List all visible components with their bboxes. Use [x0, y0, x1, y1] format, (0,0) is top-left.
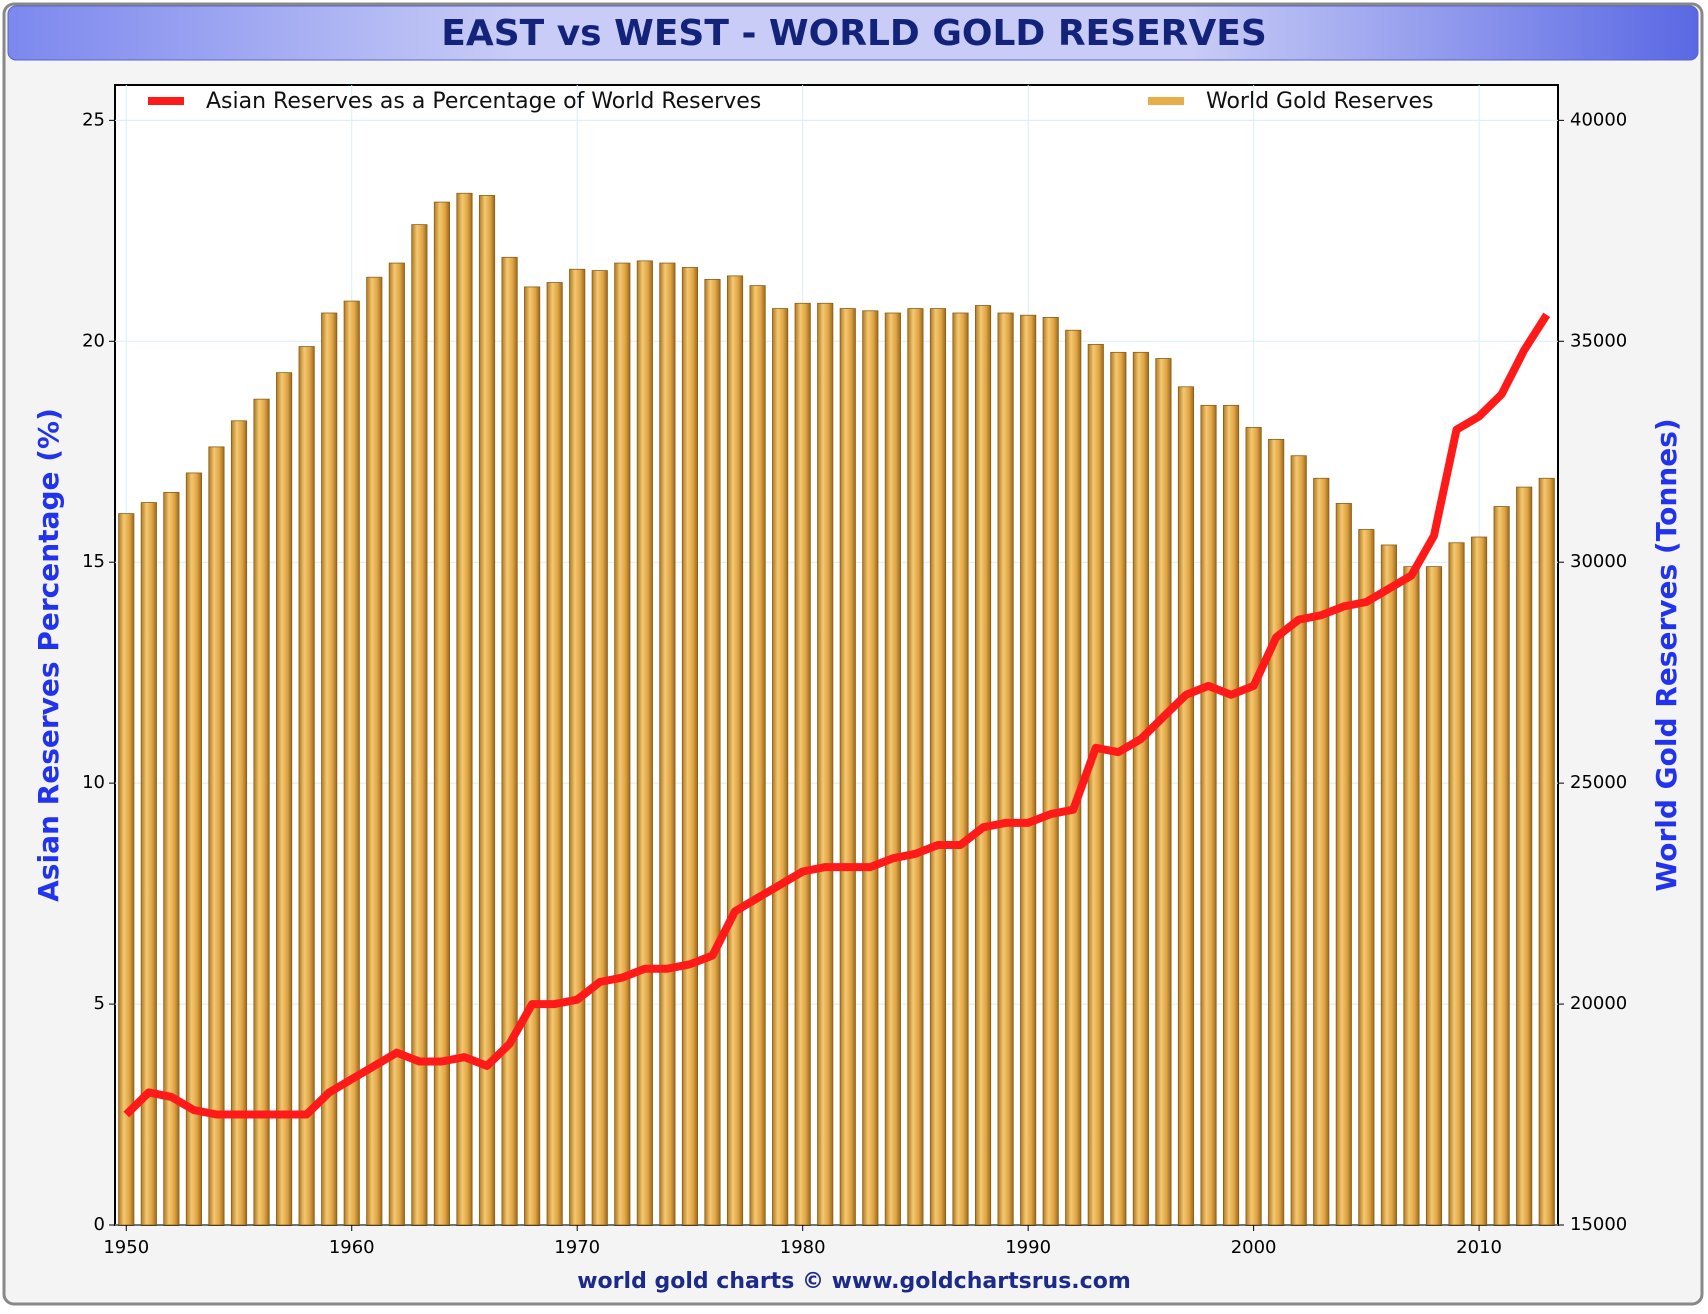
- bar: [501, 256, 518, 1226]
- y2-tick-label: 40000: [1570, 109, 1627, 130]
- x-tick-label: 1950: [103, 1237, 149, 1258]
- bar: [1448, 542, 1465, 1226]
- legend-label: World Gold Reserves: [1206, 89, 1434, 114]
- bar: [1538, 477, 1555, 1226]
- bar: [659, 262, 676, 1226]
- y2-axis-label: World Gold Reserves (Tonnes): [1650, 418, 1683, 891]
- bar: [1335, 503, 1352, 1226]
- bar: [478, 195, 496, 1226]
- bar: [1065, 329, 1082, 1226]
- bar: [276, 372, 293, 1226]
- bar: [1313, 477, 1330, 1226]
- bar: [929, 308, 947, 1226]
- line: [123, 312, 1551, 1119]
- y-tick-label: 5: [94, 993, 105, 1014]
- bar: [952, 312, 969, 1226]
- bar: [1223, 404, 1240, 1226]
- x-tick-label: 1970: [554, 1237, 600, 1258]
- bar: [614, 262, 631, 1226]
- bar: [140, 502, 157, 1226]
- bar: [1177, 386, 1195, 1226]
- bar: [1493, 506, 1510, 1226]
- bar: [546, 282, 563, 1226]
- bar: [907, 308, 924, 1226]
- title-bar: [7, 5, 1699, 61]
- bar: [1268, 438, 1285, 1226]
- bar: [388, 262, 405, 1226]
- bar: [681, 267, 699, 1226]
- x-tick-label: 1980: [780, 1237, 826, 1258]
- bar: [1403, 566, 1420, 1226]
- y2-tick-label: 25000: [1570, 772, 1627, 793]
- bar: [1087, 343, 1104, 1226]
- bar: [997, 312, 1014, 1226]
- bar: [208, 446, 225, 1226]
- bar: [794, 302, 811, 1226]
- chart-title: EAST vs WEST - WORLD GOLD RESERVES: [441, 13, 1267, 54]
- bar: [163, 491, 180, 1226]
- bar: [839, 308, 856, 1226]
- legend-label: Asian Reserves as a Percentage of World …: [206, 89, 761, 114]
- bar: [726, 275, 744, 1226]
- bar: [118, 513, 135, 1226]
- bar: [1245, 427, 1262, 1226]
- y-axis-label: Asian Reserves Percentage (%): [32, 408, 65, 902]
- y2-tick-label: 35000: [1570, 330, 1627, 351]
- legend-swatch: [148, 97, 184, 105]
- bar: [185, 472, 202, 1226]
- bar: [321, 312, 338, 1226]
- bar: [1132, 351, 1149, 1226]
- bar: [704, 279, 721, 1226]
- legend-swatch: [1148, 97, 1184, 105]
- bar: [862, 310, 879, 1226]
- bar: [456, 192, 473, 1226]
- bar: [253, 398, 270, 1226]
- source: world gold charts © www.goldchartsrus.co…: [577, 1269, 1131, 1294]
- bar: [1042, 317, 1059, 1226]
- bar: [1110, 351, 1127, 1226]
- y2-tick-label: 20000: [1570, 993, 1627, 1014]
- bar: [1200, 404, 1217, 1226]
- bar: [1290, 455, 1307, 1226]
- bar: [636, 260, 653, 1226]
- bar: [569, 268, 586, 1226]
- bar: [974, 305, 992, 1226]
- y-tick-label: 25: [82, 109, 105, 130]
- bar: [433, 201, 450, 1226]
- bar: [1516, 486, 1533, 1226]
- y-tick-label: 0: [94, 1214, 105, 1235]
- bar: [772, 308, 789, 1226]
- bar: [1380, 544, 1397, 1226]
- x-tick-label: 1960: [329, 1237, 375, 1258]
- bar: [230, 420, 248, 1226]
- bar: [591, 270, 608, 1226]
- bar: [749, 285, 766, 1226]
- bar: [1425, 566, 1443, 1226]
- bar: [298, 346, 315, 1226]
- bar: [524, 286, 541, 1226]
- bar: [1155, 358, 1172, 1226]
- y2-tick-label: 30000: [1570, 551, 1627, 572]
- x-tick-label: 1990: [1005, 1237, 1051, 1258]
- y-tick-label: 20: [82, 330, 105, 351]
- bar: [1471, 536, 1488, 1226]
- y-tick-label: 15: [82, 551, 105, 572]
- bar: [1020, 314, 1037, 1226]
- y-tick-label: 10: [82, 772, 105, 793]
- bar: [817, 302, 834, 1226]
- bar: [884, 312, 901, 1226]
- x-tick-label: 2010: [1456, 1237, 1502, 1258]
- y2-tick-label: 15000: [1570, 1214, 1627, 1235]
- bar: [366, 276, 383, 1226]
- bar: [1358, 529, 1375, 1226]
- bar: [411, 224, 428, 1226]
- x-tick-label: 2000: [1231, 1237, 1277, 1258]
